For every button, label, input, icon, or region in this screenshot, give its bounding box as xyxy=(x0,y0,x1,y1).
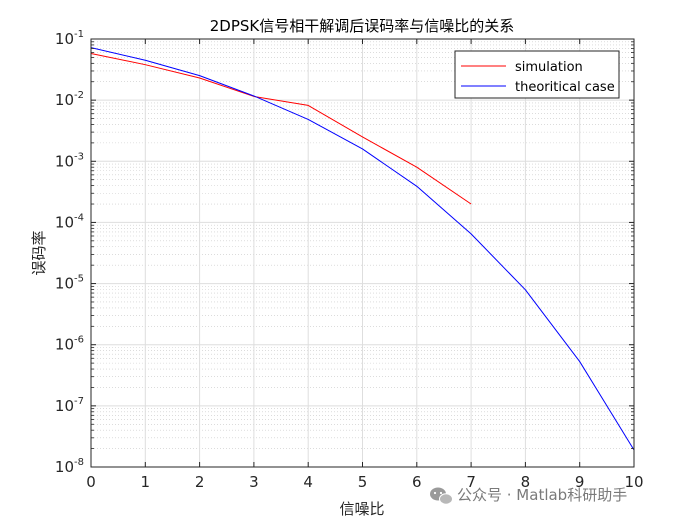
x-tick-label: 6 xyxy=(412,473,422,491)
y-tick-label: 10-4 xyxy=(55,212,84,231)
series-layer xyxy=(90,47,635,451)
x-tick-label: 0 xyxy=(86,473,96,491)
chart-title: 2DPSK信号相干解调后误码率与信噪比的关系 xyxy=(210,17,515,35)
x-tick-label: 8 xyxy=(521,473,531,491)
series-line-1 xyxy=(90,52,472,205)
x-tick-label: 9 xyxy=(575,473,585,491)
y-tick-label: 10-3 xyxy=(55,151,84,170)
x-tick-label: 2 xyxy=(195,473,205,491)
x-tick-label: 3 xyxy=(249,473,259,491)
tick-labels: 10-1 10-2 10-3 10-4 10-5 10-6 10-7 10-80 1 2 3 4 5 6 7… xyxy=(55,29,644,491)
y-tick-label: 10-6 xyxy=(55,335,84,354)
x-tick-label: 1 xyxy=(141,473,151,491)
x-tick-label: 7 xyxy=(466,473,476,491)
major-grid xyxy=(91,39,634,467)
y-tick-label: 10-1 xyxy=(55,29,84,48)
series-line-2 xyxy=(90,47,635,451)
legend: simulation theoritical case xyxy=(454,50,620,99)
x-axis-title: 信噪比 xyxy=(339,500,384,518)
y-tick-label: 10-8 xyxy=(55,457,84,476)
y-tick-label: 10-7 xyxy=(55,396,84,415)
wechat-icon xyxy=(430,487,453,505)
y-axis-title: 误码率 xyxy=(30,230,48,275)
minor-grid xyxy=(91,41,634,449)
ticks-layer xyxy=(90,38,635,468)
legend-box xyxy=(454,50,620,99)
legend-label-1: simulation xyxy=(515,60,583,75)
x-tick-label: 4 xyxy=(303,473,313,491)
y-tick-label: 10-5 xyxy=(55,274,84,293)
watermark: 公众号 · Matlab科研助手 xyxy=(430,486,627,505)
x-tick-label: 10 xyxy=(624,473,643,491)
y-tick-label: 10-2 xyxy=(55,90,84,109)
legend-label-2: theoritical case xyxy=(515,80,615,95)
x-tick-label: 5 xyxy=(358,473,368,491)
watermark-text: 公众号 · Matlab科研助手 xyxy=(457,486,627,504)
